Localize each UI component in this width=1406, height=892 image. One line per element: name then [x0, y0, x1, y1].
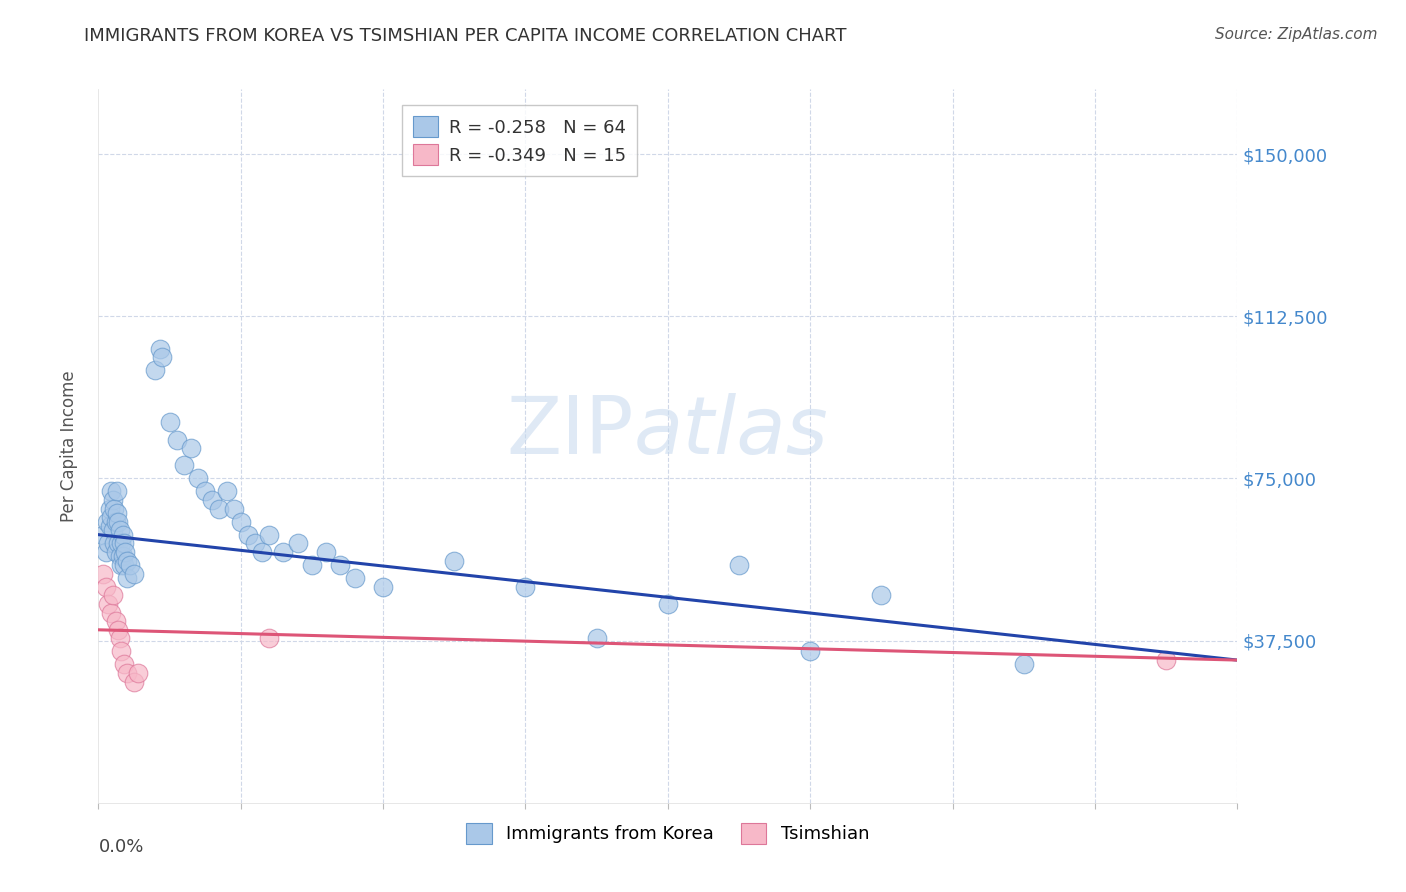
Point [166, 433, 188, 447]
Point [107, 515, 129, 529]
Point [114, 545, 136, 559]
Point [104, 614, 127, 628]
Point [194, 484, 217, 499]
Point [110, 558, 132, 572]
Point [118, 558, 141, 572]
Point [315, 545, 337, 559]
Point [110, 644, 132, 658]
Text: ZIP: ZIP [506, 392, 634, 471]
Point [104, 515, 127, 529]
Y-axis label: Per Capita Income: Per Capita Income [59, 370, 77, 522]
Point [215, 484, 238, 499]
Point [1012, 657, 1035, 672]
Point [173, 458, 195, 473]
Point [101, 493, 124, 508]
Point [343, 571, 366, 585]
Point [149, 342, 172, 356]
Point [104, 545, 127, 559]
Point [1154, 653, 1177, 667]
Point [91, 527, 114, 541]
Point [112, 657, 135, 672]
Text: IMMIGRANTS FROM KOREA VS TSIMSHIAN PER CAPITA INCOME CORRELATION CHART: IMMIGRANTS FROM KOREA VS TSIMSHIAN PER C… [84, 27, 846, 45]
Point [115, 666, 138, 681]
Point [112, 536, 135, 550]
Point [208, 501, 231, 516]
Point [111, 549, 134, 564]
Point [273, 545, 295, 559]
Point [100, 510, 122, 524]
Point [100, 606, 122, 620]
Point [105, 484, 128, 499]
Point [287, 536, 309, 550]
Point [122, 674, 145, 689]
Point [107, 623, 129, 637]
Point [145, 363, 167, 377]
Point [94, 580, 117, 594]
Point [373, 580, 395, 594]
Point [728, 558, 751, 572]
Point [98, 519, 121, 533]
Text: 0.0%: 0.0% [98, 838, 143, 856]
Point [112, 558, 135, 572]
Point [443, 553, 465, 567]
Point [110, 536, 132, 550]
Point [201, 493, 224, 508]
Point [105, 506, 128, 520]
Point [115, 571, 138, 585]
Point [98, 501, 121, 516]
Point [108, 549, 131, 564]
Point [122, 566, 145, 581]
Point [515, 580, 537, 594]
Point [101, 588, 124, 602]
Point [243, 536, 266, 550]
Point [152, 351, 174, 365]
Point [229, 515, 252, 529]
Point [91, 566, 114, 581]
Point [301, 558, 323, 572]
Point [187, 471, 209, 485]
Point [108, 632, 131, 646]
Point [585, 632, 607, 646]
Text: atlas: atlas [634, 392, 828, 471]
Point [250, 545, 273, 559]
Point [103, 501, 125, 516]
Point [101, 524, 124, 538]
Point [108, 524, 131, 538]
Point [103, 536, 125, 550]
Point [329, 558, 352, 572]
Point [111, 527, 134, 541]
Point [107, 536, 129, 550]
Point [115, 553, 138, 567]
Point [870, 588, 893, 602]
Text: Source: ZipAtlas.com: Source: ZipAtlas.com [1215, 27, 1378, 42]
Point [259, 632, 281, 646]
Legend: Immigrants from Korea, Tsimshian: Immigrants from Korea, Tsimshian [460, 815, 876, 851]
Point [236, 527, 259, 541]
Point [657, 597, 679, 611]
Point [127, 666, 149, 681]
Point [100, 484, 122, 499]
Point [97, 536, 120, 550]
Point [96, 515, 118, 529]
Point [94, 545, 117, 559]
Point [799, 644, 821, 658]
Point [159, 415, 181, 429]
Point [97, 597, 120, 611]
Point [180, 441, 202, 455]
Point [222, 501, 245, 516]
Point [259, 527, 281, 541]
